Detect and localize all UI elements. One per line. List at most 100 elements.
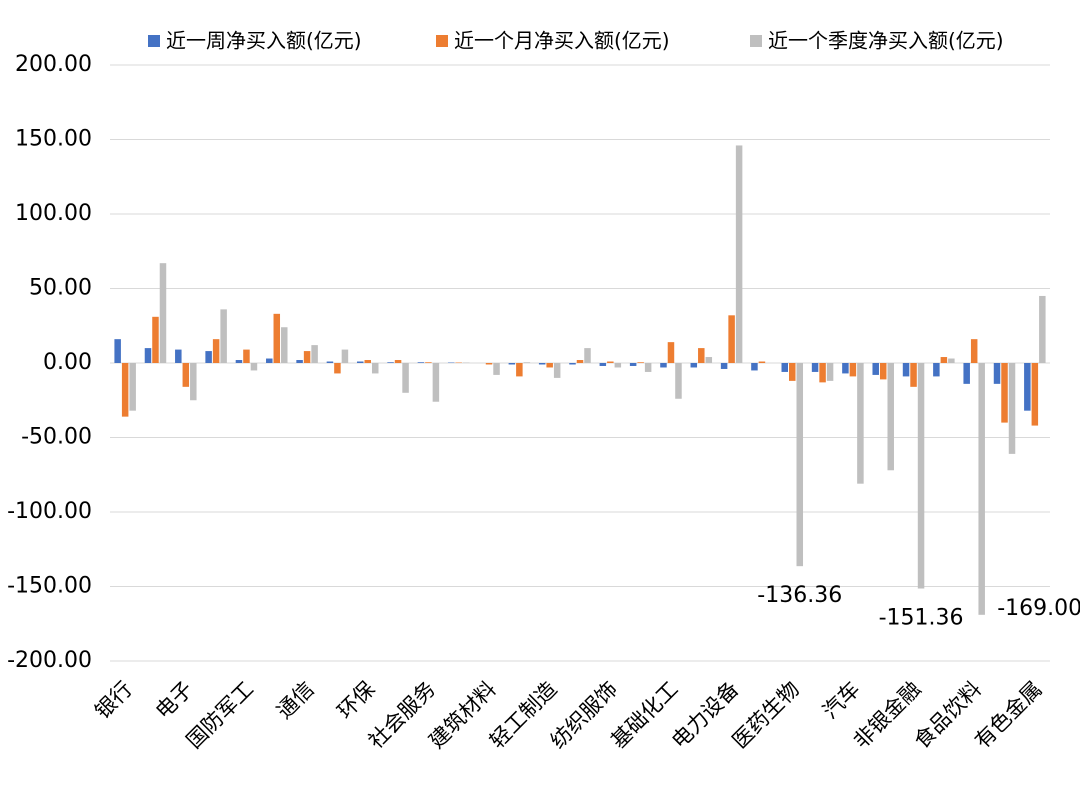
bar [781, 363, 789, 372]
bar [190, 363, 197, 401]
bar [948, 358, 955, 363]
legend-swatch [148, 35, 160, 47]
bar [569, 363, 576, 365]
x-tick-label: 电子 [151, 677, 198, 724]
bar [243, 349, 250, 363]
bar [364, 360, 371, 363]
x-tick-label: 有色金属 [970, 677, 1046, 753]
bar [1024, 363, 1031, 411]
legend-swatch [436, 35, 448, 47]
bar [417, 362, 425, 363]
bar [371, 363, 379, 374]
y-tick-label: -50.00 [21, 425, 92, 450]
bar [121, 363, 129, 417]
y-tick-label: -150.00 [7, 574, 92, 599]
bar [212, 339, 220, 363]
bar [508, 363, 516, 365]
x-tick-label: 环保 [333, 677, 380, 724]
y-tick-label: 0.00 [43, 350, 92, 375]
bar [849, 363, 857, 377]
bar [152, 316, 159, 363]
bar [637, 362, 644, 363]
bar [705, 357, 713, 363]
bar [917, 363, 925, 589]
legend-label: 近一个季度净买入额(亿元) [768, 29, 1004, 53]
bar [493, 363, 500, 375]
bar [758, 361, 766, 363]
bar [387, 362, 394, 363]
bar [842, 363, 849, 374]
bar [963, 363, 970, 384]
bar [334, 363, 341, 374]
legend-label: 近一个月净买入额(亿元) [454, 29, 670, 53]
bar [220, 309, 227, 363]
bar [667, 342, 675, 363]
y-tick-label: 200.00 [15, 52, 92, 77]
bar [250, 363, 258, 371]
x-tick-label: 国防军工 [182, 677, 258, 753]
bar [789, 363, 796, 381]
bar [826, 363, 834, 381]
bar [644, 363, 652, 372]
x-tick-label: 通信 [272, 677, 319, 724]
x-tick-label: 医药生物 [728, 677, 804, 753]
bar [933, 363, 940, 377]
bar [273, 313, 281, 363]
bar [281, 327, 288, 363]
bar [326, 361, 334, 363]
y-tick-label: -100.00 [7, 499, 92, 524]
bar [485, 363, 493, 365]
bar [819, 363, 826, 383]
bar [728, 315, 735, 363]
bar [205, 351, 212, 363]
y-tick-label: 100.00 [15, 201, 92, 226]
bar [341, 349, 349, 363]
y-tick-label: -200.00 [7, 648, 92, 673]
data-label: -136.36 [757, 583, 842, 608]
x-tick-label: 汽车 [818, 677, 865, 724]
bar [296, 360, 303, 363]
bar [614, 363, 622, 368]
legend-label: 近一周净买入额(亿元) [166, 29, 362, 53]
bar [720, 363, 728, 369]
bar [129, 363, 136, 411]
bar [235, 360, 243, 363]
bar [872, 363, 879, 375]
legend-swatch [750, 35, 762, 47]
bar [553, 363, 561, 378]
bar [857, 363, 864, 484]
bar [796, 363, 804, 567]
bar [538, 363, 546, 365]
bar [432, 363, 440, 402]
bar [516, 363, 523, 377]
bar [660, 363, 667, 368]
bar [887, 363, 894, 471]
bar [311, 345, 318, 363]
bar [1039, 295, 1046, 363]
data-label: -169.00 [997, 596, 1080, 621]
bar [940, 357, 948, 363]
bar [576, 360, 584, 363]
bar [675, 363, 682, 399]
bar [114, 339, 121, 363]
y-tick-label: 50.00 [29, 276, 92, 301]
bar [266, 358, 273, 363]
bar [690, 363, 698, 368]
bar [978, 363, 985, 615]
bar [303, 351, 311, 363]
bar [523, 362, 531, 363]
bar [175, 349, 182, 363]
bar [698, 348, 705, 363]
bar [735, 145, 743, 363]
bar [546, 363, 553, 368]
bar [1008, 363, 1016, 454]
bar [182, 363, 190, 387]
bar [425, 362, 432, 363]
bar [970, 339, 978, 363]
data-label: -151.36 [879, 606, 964, 631]
bar [811, 363, 819, 372]
bar [993, 363, 1001, 384]
bar [394, 360, 402, 363]
bar [159, 263, 167, 363]
bar [1031, 363, 1039, 426]
